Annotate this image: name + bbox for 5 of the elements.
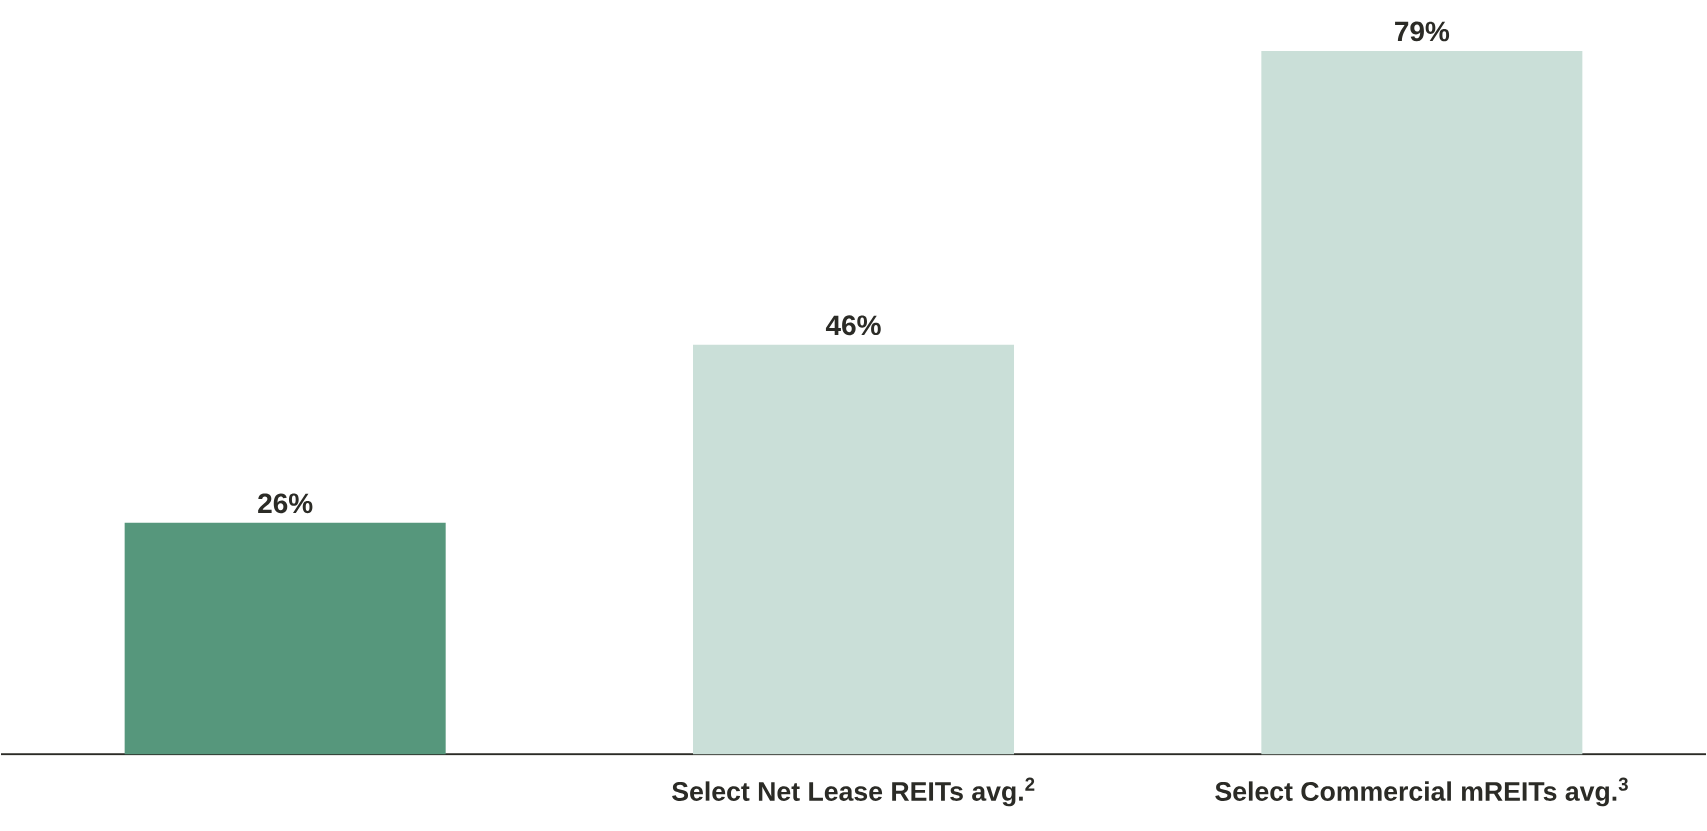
data-label: 26% bbox=[258, 493, 313, 514]
data-label: 46% bbox=[825, 315, 881, 336]
x-tick-label: Select Commercial mREITs avg.$^{3}$ bbox=[1215, 777, 1628, 807]
x-tick-label: Select Net Lease REITs avg.$^{2}$ bbox=[672, 777, 1035, 807]
data-label: 79% bbox=[1395, 21, 1450, 42]
